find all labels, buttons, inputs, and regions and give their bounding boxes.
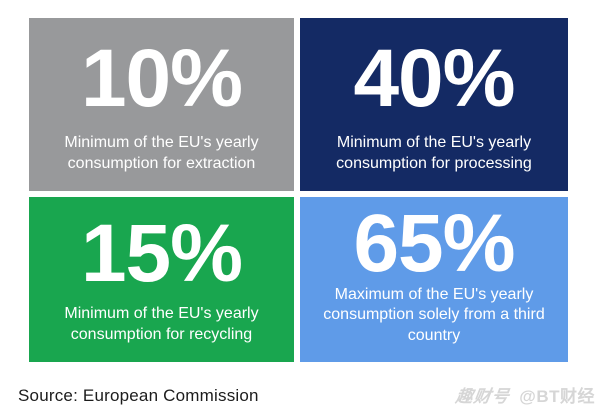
stat-caption-extraction: Minimum of the EU's yearly consumption f… [64, 134, 259, 172]
watermark: 趣财号 @BT财经 [454, 382, 595, 407]
watermark-account-handle: @BT财经 [519, 387, 595, 406]
stat-tile-extraction: 10% Minimum of the EU's yearly consumpti… [29, 18, 294, 191]
stat-value-processing: 40% [353, 32, 515, 124]
stat-value-extraction: 10% [80, 32, 243, 124]
stat-tile-processing: 40% Minimum of the EU's yearly consumpti… [300, 18, 568, 191]
stat-value-recycling: 15% [80, 207, 243, 299]
watermark-platform-logo: 趣财号 [454, 387, 512, 406]
stat-tile-third-country: 65% Maximum of the EU's yearly consumpti… [300, 197, 568, 362]
stat-caption-third-country: Maximum of the EU's yearly consumption s… [323, 286, 545, 344]
stat-tile-grid: 10% Minimum of the EU's yearly consumpti… [29, 18, 568, 362]
source-attribution: Source: European Commission [18, 386, 259, 405]
stat-tile-recycling: 15% Minimum of the EU's yearly consumpti… [29, 197, 294, 362]
stat-caption-processing: Minimum of the EU's yearly consumption f… [336, 134, 532, 172]
stat-caption-recycling: Minimum of the EU's yearly consumption f… [64, 305, 259, 343]
stat-value-third-country: 65% [353, 198, 515, 289]
